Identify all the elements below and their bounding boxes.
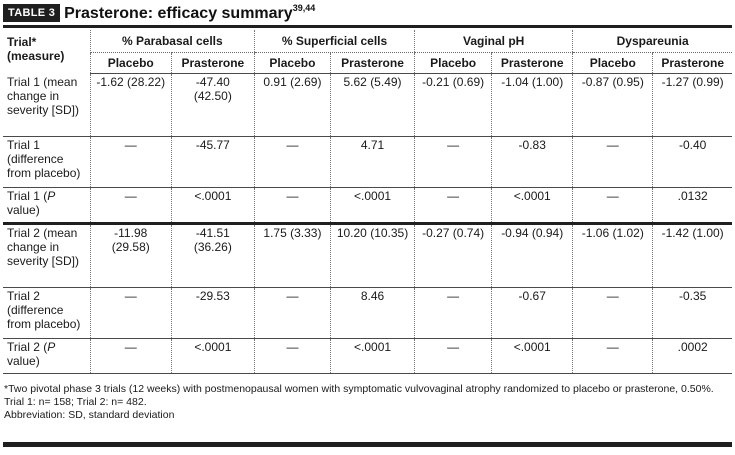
row-label: Trial 2 (mean change in severity [SD]): [3, 223, 91, 288]
title-text: Prasterone: efficacy summary: [64, 5, 293, 22]
group-parabasal: % Parabasal cells: [89, 30, 255, 53]
row-label: Trial 2 (P value): [3, 338, 91, 374]
table-cell: —: [572, 187, 653, 225]
table-row: Trial 2 (P value) — <.0001 — <.0001 — <.…: [3, 338, 732, 374]
table-cell: .0132: [652, 187, 732, 225]
table-cell: -0.40: [652, 136, 732, 188]
table-cell: -1.42 (1.00): [652, 223, 732, 288]
table-cell: -45.77: [170, 136, 255, 188]
table-row: Trial 1 (P value) — <.0001 — <.0001 — <.…: [3, 187, 732, 225]
table-cell: —: [253, 187, 331, 225]
row-label-header: Trial* (measure): [3, 30, 90, 74]
table-cell: -0.67: [491, 287, 573, 339]
table-cell: -1.06 (1.02): [572, 223, 653, 288]
row-label: Trial 1 (mean change in severity [SD]): [3, 73, 91, 137]
table-title: Prasterone: efficacy summary39,44: [64, 3, 315, 23]
table-cell: <.0001: [491, 338, 573, 374]
table-cell: -11.98 (29.58): [89, 223, 172, 288]
table-cell: <.0001: [170, 338, 255, 374]
subcol-header: Prasterone: [491, 52, 573, 74]
table-cell: —: [253, 136, 331, 188]
row-label: Trial 1 (difference from placebo): [3, 136, 91, 188]
table-cell: -0.87 (0.95): [572, 73, 653, 137]
table-cell: —: [89, 287, 172, 339]
table-cell: -1.27 (0.99): [652, 73, 732, 137]
table-cell: —: [572, 338, 653, 374]
footnote: *Two pivotal phase 3 trials (12 weeks) w…: [4, 383, 714, 408]
table-header: TABLE 3 Prasterone: efficacy summary39,4…: [3, 2, 315, 24]
table-row: Trial 2 (mean change in severity [SD]) -…: [3, 223, 732, 288]
table-cell: 10.20 (10.35): [329, 223, 415, 288]
header-row-subcols: Placebo Prasterone Placebo Prasterone Pl…: [3, 52, 732, 74]
table-cell: —: [414, 136, 492, 188]
table-cell: -0.35: [652, 287, 732, 339]
group-superficial: % Superficial cells: [253, 30, 415, 53]
table-cell: <.0001: [329, 187, 415, 225]
table-cell: —: [414, 338, 492, 374]
table-cell: -0.27 (0.74): [414, 223, 492, 288]
table-cell: <.0001: [170, 187, 255, 225]
table-cell: —: [572, 136, 653, 188]
table-cell: 8.46: [329, 287, 415, 339]
bottom-rule: [3, 442, 732, 447]
row-label-prefix: Trial 1 (: [7, 189, 48, 203]
table-cell: —: [89, 338, 172, 374]
subcol-header: Prasterone: [329, 52, 415, 74]
row-label-italic: P: [47, 340, 56, 354]
table-cell: —: [572, 287, 653, 339]
table-row: Trial 1 (mean change in severity [SD]) -…: [3, 73, 732, 137]
title-references: 39,44: [292, 3, 316, 13]
row-label-prefix: Trial 2 (: [7, 340, 48, 354]
row-label-suffix: value): [7, 354, 40, 368]
table-cell: -0.94 (0.94): [491, 223, 573, 288]
table-tag: TABLE 3: [3, 4, 61, 22]
table-cell: 1.75 (3.33): [253, 223, 331, 288]
row-label-italic: P: [47, 189, 56, 203]
table-cell: -1.04 (1.00): [491, 73, 573, 137]
header-row-groups: Trial* (measure) % Parabasal cells % Sup…: [3, 30, 732, 63]
table-cell: <.0001: [491, 187, 573, 225]
table-cell: -29.53: [170, 287, 255, 339]
row-label-line2: (measure): [7, 49, 65, 63]
row-label-suffix: value): [7, 203, 40, 217]
table-cell: 4.71: [329, 136, 415, 188]
table-cell: -0.21 (0.69): [414, 73, 492, 137]
row-label: Trial 1 (P value): [3, 187, 91, 225]
group-dyspareunia: Dyspareunia: [572, 30, 732, 53]
subcol-header: Placebo: [414, 52, 492, 74]
table-cell: -0.83: [491, 136, 573, 188]
subcol-header: Placebo: [572, 52, 653, 74]
table-cell: -47.40 (42.50): [170, 73, 255, 137]
table-cell: —: [253, 338, 331, 374]
table-cell: -41.51 (36.26): [170, 223, 255, 288]
table-cell: —: [253, 287, 331, 339]
row-label-line1: Trial*: [7, 35, 37, 49]
table-cell: .0002: [652, 338, 732, 374]
table-cell: 0.91 (2.69): [253, 73, 331, 137]
subcol-header: Prasterone: [652, 52, 732, 74]
table-cell: —: [414, 187, 492, 225]
table-cell: —: [89, 187, 172, 225]
subcol-header: Prasterone: [170, 52, 255, 74]
subcol-header: Placebo: [89, 52, 172, 74]
group-vaginal-ph: Vaginal pH: [414, 30, 573, 53]
table-cell: —: [89, 136, 172, 188]
table-row: Trial 1 (difference from placebo) — -45.…: [3, 136, 732, 188]
table-cell: 5.62 (5.49): [329, 73, 415, 137]
table-row: Trial 2 (difference from placebo) — -29.…: [3, 287, 732, 339]
row-label: Trial 2 (difference from placebo): [3, 287, 91, 339]
table-footnotes: *Two pivotal phase 3 trials (12 weeks) w…: [4, 383, 729, 422]
table-cell: —: [414, 287, 492, 339]
abbreviation-note: Abbreviation: SD, standard deviation: [4, 409, 175, 421]
subcol-header: Placebo: [253, 52, 331, 74]
table-cell: <.0001: [329, 338, 415, 374]
table-cell: -1.62 (28.22): [89, 73, 172, 137]
efficacy-table: Trial* (measure) % Parabasal cells % Sup…: [3, 30, 732, 374]
top-rule: [3, 25, 732, 28]
